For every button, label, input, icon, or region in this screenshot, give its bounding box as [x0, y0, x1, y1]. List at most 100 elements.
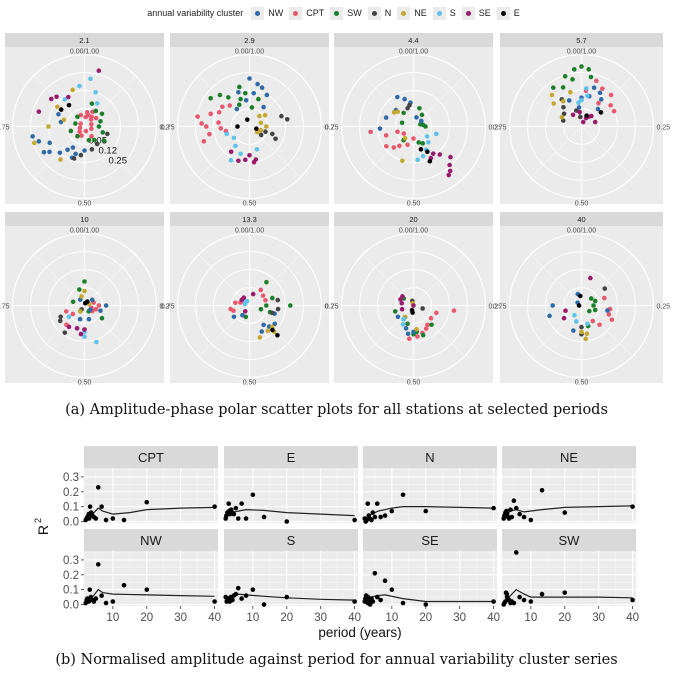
- data-point: [261, 602, 267, 607]
- polar-panel-2.1: 2.10.00/1.000.250.500.750.050.120.25: [0, 33, 173, 208]
- data-point-se: [577, 109, 582, 115]
- data-point-se: [242, 309, 248, 314]
- data-point-nw: [36, 139, 42, 144]
- data-point: [352, 599, 357, 604]
- x-tick-label: 30: [453, 612, 466, 624]
- facet-panel-nw: NW 0.0 0.1 0.2 0.3 10 20 30 40: [63, 529, 221, 624]
- data-point-cpt: [89, 121, 94, 127]
- data-point-se: [242, 157, 248, 163]
- data-point-ne: [257, 113, 262, 119]
- smooth-line: [503, 588, 633, 602]
- data-point-nw: [403, 326, 409, 331]
- data-point-cpt: [602, 295, 607, 301]
- y-tick-label: 0.1: [63, 585, 79, 597]
- data-point-e: [85, 299, 90, 304]
- grid-spoke: [530, 126, 582, 178]
- data-point: [212, 599, 217, 604]
- data-point: [212, 504, 217, 509]
- data-point: [630, 597, 635, 603]
- data-point-cpt: [611, 108, 617, 114]
- data-point: [250, 492, 256, 498]
- data-point-s: [82, 334, 87, 340]
- angular-tick-label: 0.75: [161, 125, 175, 132]
- data-point: [86, 516, 92, 521]
- data-point-ne: [583, 336, 589, 342]
- data-point: [378, 597, 383, 603]
- x-tick-label: 20: [419, 612, 432, 624]
- data-point-nw: [605, 308, 610, 313]
- facet-panel-se: SE 10 20 30 40: [362, 529, 500, 624]
- data-point-cpt: [63, 309, 69, 314]
- data-point-e: [418, 147, 424, 152]
- radial-tick-label: 0.25: [109, 156, 128, 167]
- data-point-ne: [46, 124, 51, 129]
- data-point-sw: [420, 332, 426, 338]
- smooth-line: [85, 506, 215, 520]
- data-point-se: [580, 119, 586, 125]
- data-point-nw: [259, 85, 265, 90]
- data-point-nw: [402, 96, 407, 102]
- data-point: [230, 597, 235, 603]
- data-point-nw: [414, 115, 419, 120]
- angular-tick-label: 0.00/1.00: [567, 49, 596, 56]
- facet-strip: [334, 212, 493, 226]
- data-point-ne: [82, 288, 87, 294]
- legend-item-sw: SW: [330, 6, 362, 20]
- data-point-cpt: [597, 322, 602, 328]
- data-point-cpt: [93, 115, 99, 121]
- data-point-s: [576, 100, 581, 105]
- legend-dot-icon: [500, 10, 506, 16]
- angular-tick-label: 0.25: [325, 304, 339, 311]
- data-point-sw: [75, 133, 80, 139]
- data-point-cpt: [428, 315, 434, 321]
- data-point: [528, 517, 534, 523]
- data-point-sw: [68, 128, 74, 134]
- data-point-s: [572, 312, 577, 318]
- data-point-s: [94, 101, 100, 106]
- facet-strip: [224, 529, 358, 551]
- angular-tick-label: 0.50: [407, 201, 421, 208]
- data-point: [365, 501, 371, 506]
- data-point-ne: [70, 87, 75, 93]
- data-point-s: [579, 97, 584, 103]
- data-point-ne: [77, 309, 83, 314]
- data-point: [231, 511, 237, 517]
- polar-panel-4.4: 4.4 0.00/1.00 0.25 0.50 0.75: [325, 33, 502, 208]
- data-point-nw: [261, 322, 266, 328]
- data-point-se: [36, 109, 42, 114]
- data-point-n: [57, 318, 63, 324]
- data-point-nw: [88, 307, 93, 313]
- data-point-s: [434, 131, 439, 137]
- data-point: [99, 504, 104, 509]
- data-point-nw: [395, 94, 400, 100]
- facet-panel-n: N: [362, 446, 497, 524]
- legend-title: annual variability cluster: [147, 8, 244, 18]
- data-point-cpt: [204, 124, 209, 129]
- data-point-s: [94, 339, 99, 345]
- data-point-cpt: [411, 136, 416, 141]
- data-point-cpt: [83, 128, 89, 134]
- data-point: [508, 507, 513, 512]
- polar-panel-2.9: 2.9 0.00/1.00 0.25 0.50 0.75: [161, 33, 338, 208]
- data-point-nw: [240, 312, 245, 318]
- angular-tick-label: 0.00/1.00: [399, 49, 428, 56]
- data-point-ne: [262, 112, 268, 118]
- angular-tick-label: 0.25: [160, 125, 174, 132]
- grid-spoke: [362, 75, 414, 127]
- data-point-se: [82, 327, 87, 332]
- data-point: [235, 516, 241, 521]
- data-point-sw: [591, 303, 596, 308]
- data-point-n: [89, 147, 95, 152]
- data-point-cpt: [96, 303, 102, 308]
- facet-strip-label: 40: [577, 215, 585, 224]
- legend-swatch: [367, 6, 381, 20]
- data-point-se: [247, 153, 252, 158]
- data-point: [103, 600, 109, 606]
- data-point-sw: [586, 67, 592, 72]
- smooth-line: [85, 588, 215, 603]
- data-point-se: [54, 94, 59, 100]
- facet-strip: [170, 212, 329, 226]
- data-point: [87, 504, 93, 509]
- data-point-cpt: [233, 300, 238, 306]
- data-point-sw: [405, 321, 410, 327]
